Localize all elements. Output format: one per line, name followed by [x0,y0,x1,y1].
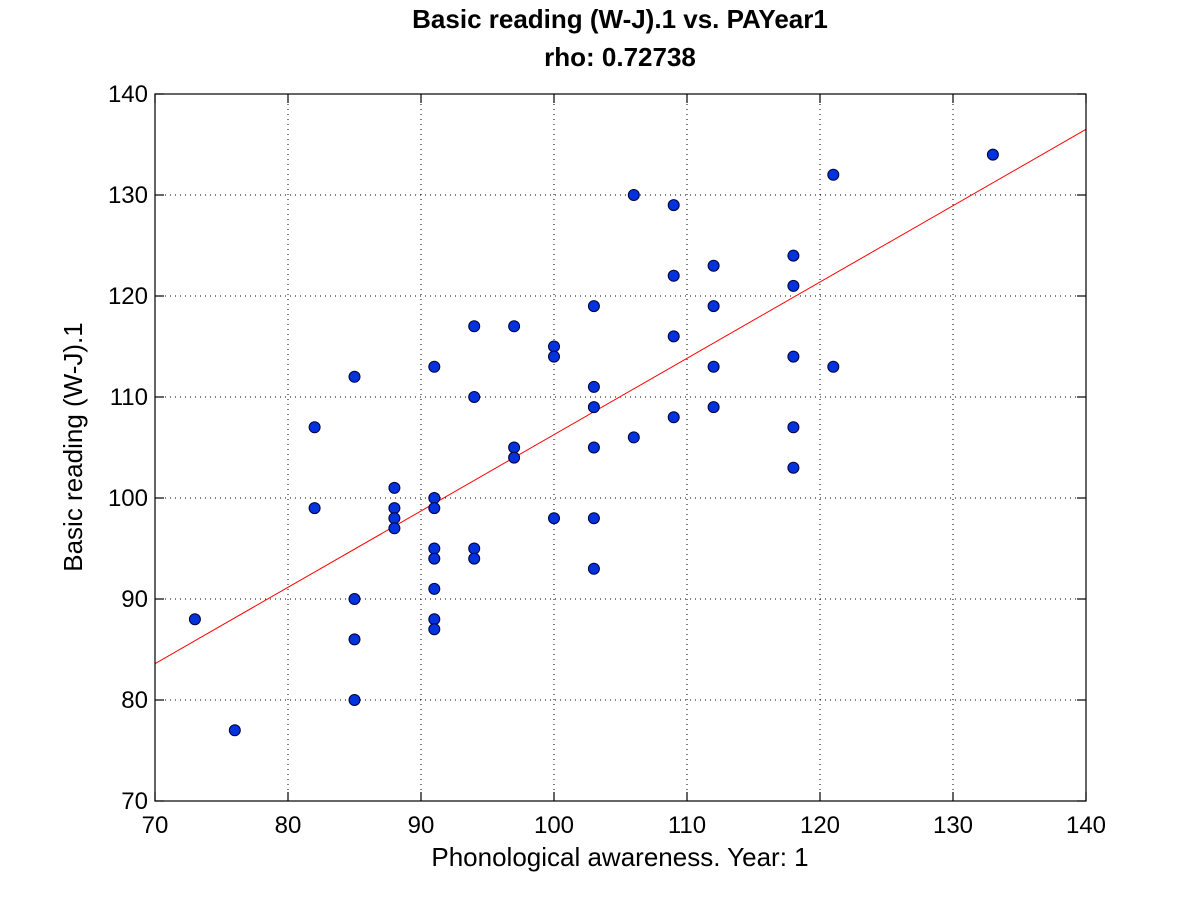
scatter-point [627,189,640,201]
scatter-point [827,360,840,373]
scatter-point [188,613,201,626]
x-tick-label: 70 [142,812,169,839]
scatter-point [548,512,560,525]
scatter-point [827,168,840,181]
scatter-point [986,148,999,161]
scatter-point [707,259,720,272]
x-tick-label: 90 [408,812,435,839]
scatter-point [587,441,600,454]
scatter-point [468,552,481,565]
regression-line [154,128,1087,665]
scatter-point [587,300,600,313]
y-tick-label: 140 [108,81,148,108]
chart-subtitle: rho: 0.72738 [544,42,696,72]
scatter-point [787,350,800,363]
scatter-point [348,370,361,383]
scatter-point [667,269,680,282]
y-tick-label: 90 [121,586,148,613]
scatter-point [428,492,441,504]
x-tick-label: 120 [800,812,840,839]
scatter-point [787,461,800,474]
scatter-point [787,279,800,292]
y-tick-label: 70 [121,788,148,815]
scatter-point [348,694,361,706]
x-tick-label: 140 [1066,812,1106,839]
scatter-point [548,340,560,353]
scatter-point [468,542,481,555]
scatter-point [707,360,720,373]
scatter-point [388,502,401,515]
y-tick-label: 110 [110,384,148,411]
scatter-point [508,320,521,333]
scatter-point [428,542,441,555]
scatter-point [667,199,680,212]
scatter-point [548,350,560,363]
scatter-point [587,380,600,393]
scatter-point [428,623,441,636]
scatter-point [468,320,481,333]
scatter-point [428,502,441,515]
scatter-point [587,512,600,525]
chart-title: Basic reading (W-J).1 vs. PAYear1 [412,4,828,34]
plot-frame [154,93,1087,802]
scatter-point [627,431,640,444]
scatter-point [787,421,800,434]
scatter-point [428,613,441,626]
scatter-point [308,502,321,515]
scatter-point [388,481,401,494]
x-axis-label: Phonological awareness. Year: 1 [431,842,808,872]
scatter-point [508,441,521,454]
scatter-point [707,401,720,414]
scatter-point [428,552,441,565]
scatter-point [787,249,800,262]
x-tick-label: 80 [275,812,302,839]
scatter-point [388,512,401,525]
scatter-point [587,562,600,575]
scatter-point [388,522,401,535]
scatter-point [508,451,521,464]
x-tick-label: 130 [933,812,973,839]
x-tick-label: 110 [668,812,706,839]
scatter-point [667,330,680,343]
scatter-point [348,633,361,646]
scatter-point [228,724,241,737]
x-tick-label: 100 [534,812,574,839]
scatter-point [667,411,680,424]
y-axis-label: Basic reading (W-J).1 [58,322,88,572]
y-tick-label: 120 [108,283,148,310]
y-tick-label: 100 [108,485,148,512]
y-tick-label: 80 [121,687,148,714]
fit-line-layer [154,128,1087,665]
scatter-point [468,391,481,403]
scatter-point [587,401,600,414]
scatter-point [707,300,720,313]
scatter-point [348,593,361,605]
scatter-point [308,421,321,434]
y-tick-label: 130 [108,182,148,209]
grid-lines [155,94,1086,801]
scatter-point [428,360,441,373]
data-points [188,148,999,737]
axis-ticks: 70 80 90 100 110 120 130 140 70 80 90 100 110 120 130 1… [108,81,1106,839]
scatter-point [428,582,441,595]
